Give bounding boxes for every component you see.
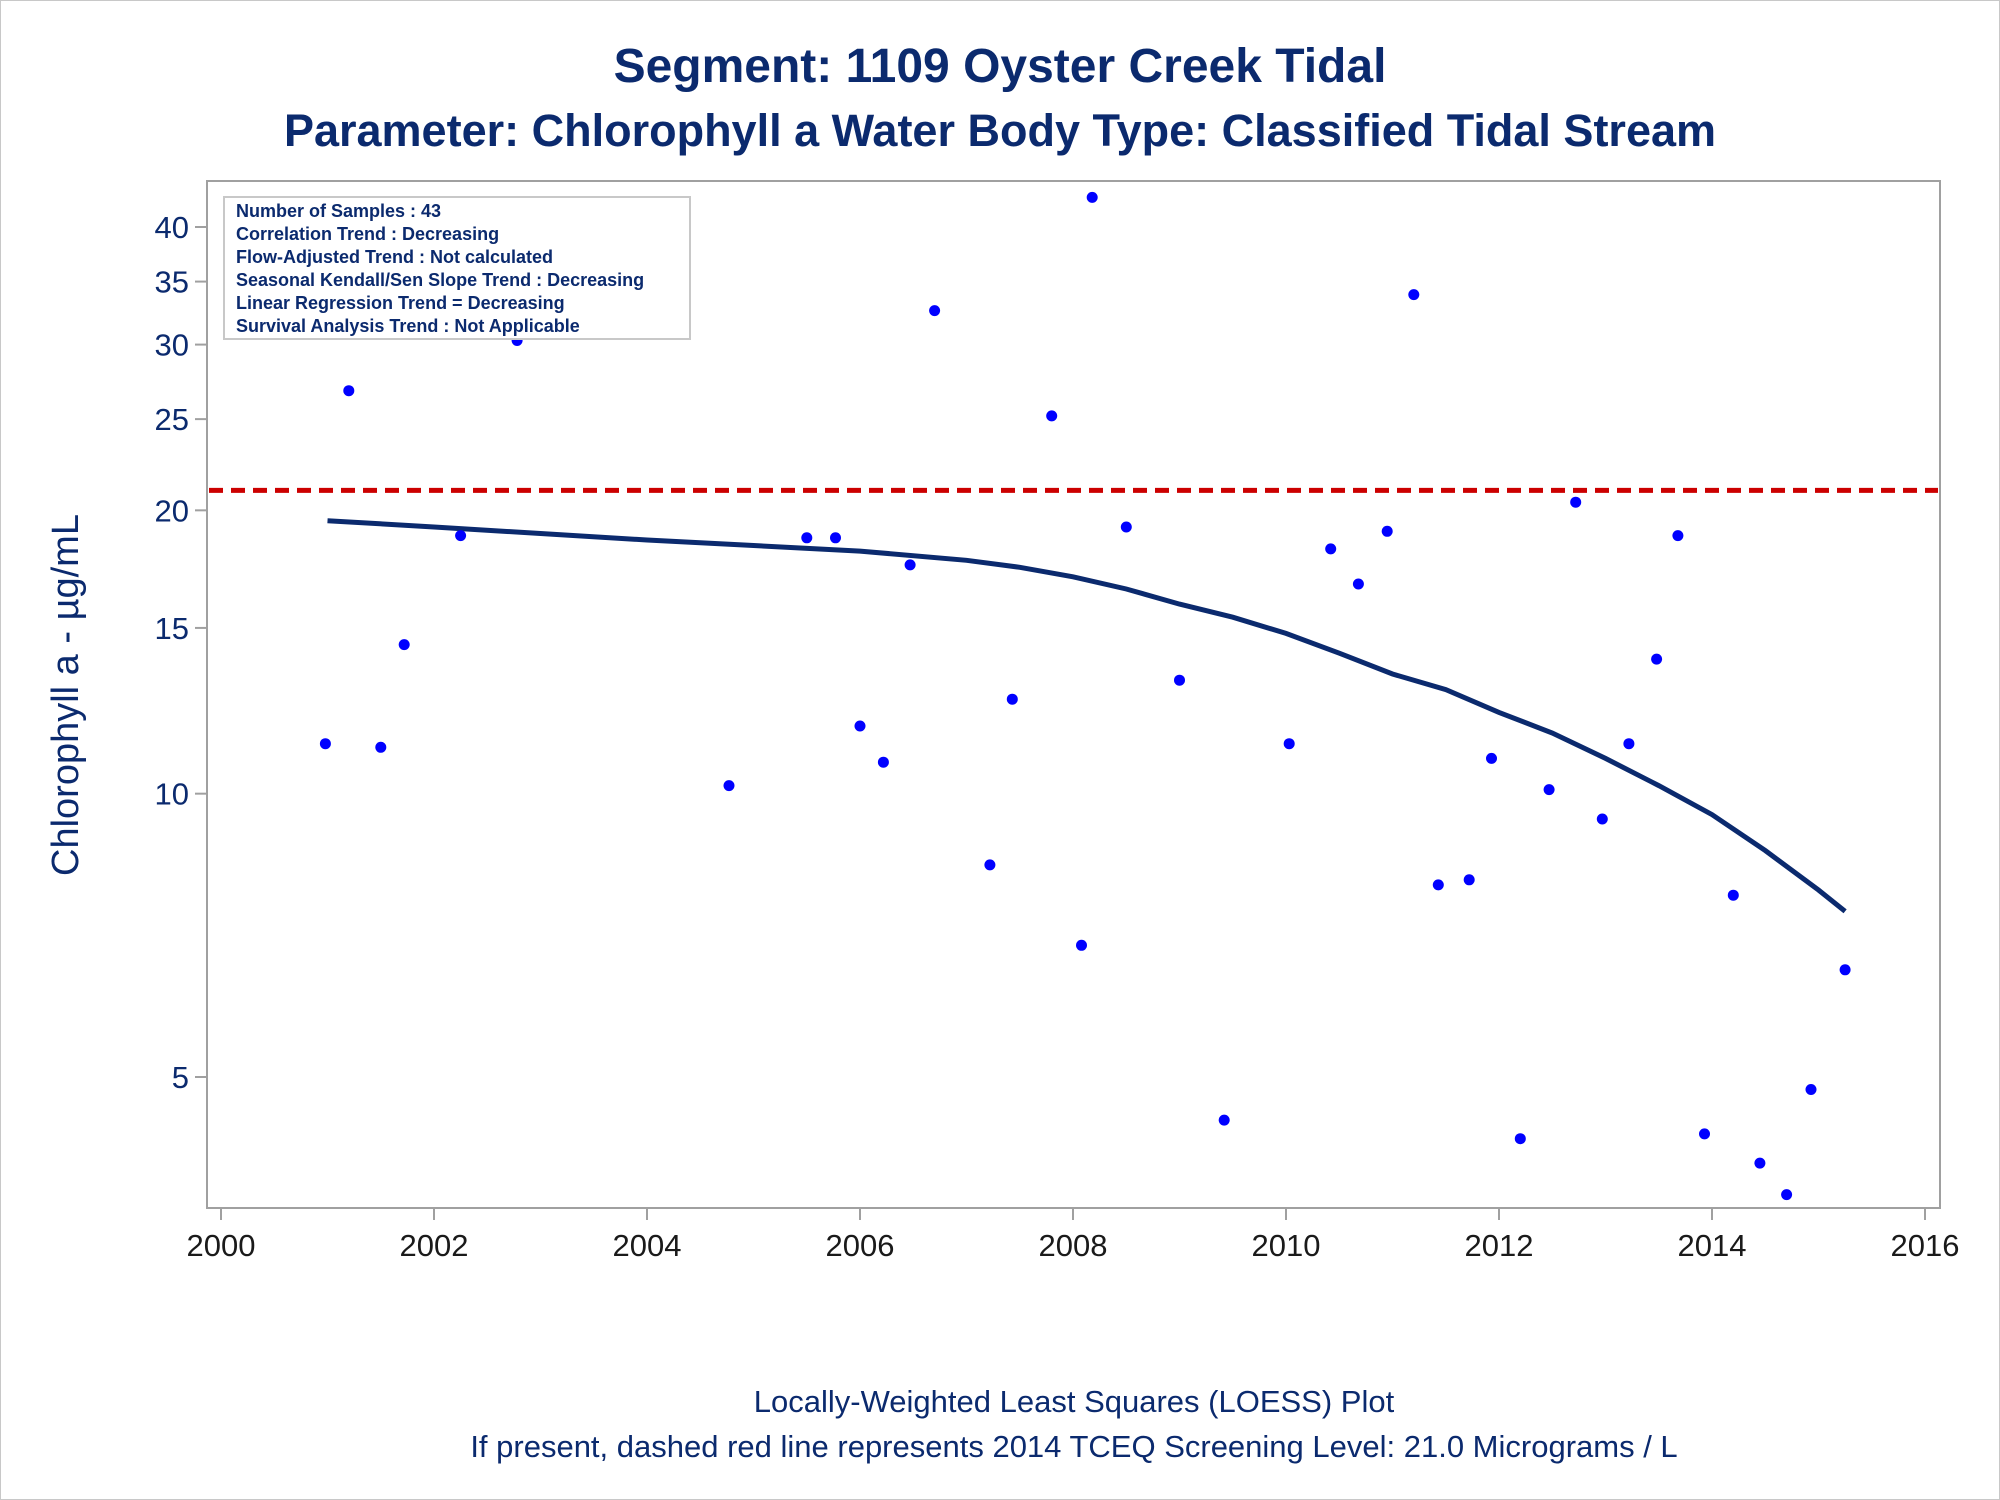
- x-tick-label: 2014: [1678, 1228, 1747, 1263]
- chart-title: Segment: 1109 Oyster Creek Tidal: [614, 40, 1387, 93]
- info-box-line: Survival Analysis Trend : Not Applicable: [236, 316, 580, 336]
- info-box-line: Correlation Trend : Decreasing: [236, 224, 499, 244]
- data-points: [319, 191, 1851, 1201]
- data-point: [984, 859, 996, 871]
- data-point: [830, 532, 841, 544]
- data-point: [1325, 543, 1337, 555]
- data-point: [1381, 525, 1393, 537]
- data-point: [1076, 939, 1087, 951]
- data-point: [1463, 874, 1475, 886]
- data-point: [1408, 289, 1420, 301]
- info-box-line: Linear Regression Trend = Decreasing: [236, 293, 565, 313]
- data-point: [1623, 738, 1635, 750]
- y-tick-label: 30: [155, 328, 189, 363]
- chart-subtitle: Parameter: Chlorophyll a Water Body Type…: [284, 105, 1716, 156]
- data-point: [1006, 693, 1018, 705]
- data-point: [1218, 1114, 1230, 1126]
- x-tick-label: 2004: [613, 1228, 682, 1263]
- data-point: [1432, 879, 1444, 891]
- data-point: [929, 305, 941, 317]
- data-point: [319, 738, 331, 750]
- info-box-line: Number of Samples : 43: [236, 201, 441, 221]
- info-box-border: [223, 196, 691, 340]
- y-axis-label: Chlorophyll a - µg/mL: [45, 514, 87, 876]
- x-tick-label: 2016: [1891, 1228, 1960, 1263]
- data-point: [1651, 653, 1663, 665]
- x-tick-label: 2010: [1252, 1228, 1321, 1263]
- data-point: [1727, 889, 1739, 901]
- y-tick-label: 25: [155, 402, 189, 437]
- data-point: [1570, 496, 1582, 508]
- data-point: [723, 780, 735, 792]
- data-point: [1514, 1133, 1526, 1145]
- data-point: [375, 741, 387, 753]
- x-axis: 2000 2002 2004 2006 2008 2010 2012 2014 2016: [187, 1208, 1960, 1263]
- x-tick-label: 2006: [826, 1228, 895, 1263]
- info-box-line: Seasonal Kendall/Sen Slope Trend : Decre…: [236, 270, 644, 290]
- data-point: [801, 532, 813, 544]
- data-point: [1805, 1084, 1817, 1095]
- data-point: [1543, 784, 1555, 796]
- data-point: [1781, 1189, 1793, 1201]
- data-point: [1754, 1157, 1766, 1169]
- loess-curve: [327, 518, 1847, 914]
- data-point: [1352, 578, 1364, 590]
- data-point: [1839, 964, 1851, 976]
- x-tick-label: 2012: [1465, 1228, 1534, 1263]
- data-point: [1283, 738, 1295, 750]
- data-point: [1596, 813, 1608, 825]
- data-point: [1046, 410, 1058, 422]
- x-tick-label: 2000: [187, 1228, 256, 1263]
- data-point: [854, 720, 866, 732]
- data-point: [1672, 530, 1684, 542]
- y-tick-label: 40: [155, 210, 189, 245]
- y-tick-label: 10: [155, 777, 189, 812]
- y-tick-label: 20: [155, 493, 189, 528]
- data-point: [1120, 521, 1132, 533]
- data-point: [343, 385, 355, 397]
- footer-line-1: Locally-Weighted Least Squares (LOESS) P…: [754, 1384, 1395, 1419]
- y-tick-label: 5: [172, 1060, 189, 1095]
- y-tick-label: 35: [155, 265, 189, 300]
- data-point: [1086, 191, 1098, 203]
- x-tick-label: 2008: [1039, 1228, 1108, 1263]
- trend-info-box: Number of Samples : 43 Correlation Trend …: [223, 196, 691, 340]
- data-point: [455, 530, 467, 542]
- y-axis: 5 10 15 20 25 30 35 40: [155, 210, 207, 1095]
- data-point: [877, 756, 889, 768]
- info-box-line: Flow-Adjusted Trend : Not calculated: [236, 247, 553, 267]
- data-point: [1174, 674, 1185, 686]
- footer-line-2: If present, dashed red line represents 2…: [470, 1429, 1677, 1464]
- y-tick-label: 15: [155, 611, 189, 646]
- data-point: [1699, 1128, 1710, 1140]
- x-tick-label: 2002: [400, 1228, 469, 1263]
- data-point: [904, 559, 916, 571]
- data-point: [398, 639, 410, 651]
- data-point: [1486, 752, 1497, 764]
